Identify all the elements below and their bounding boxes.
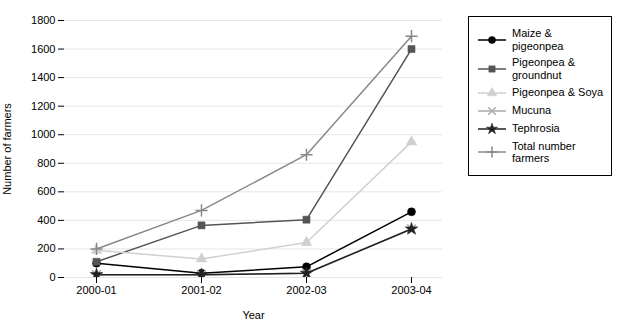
svg-text:1200: 1200 [31,100,55,112]
svg-text:Year: Year [242,309,265,321]
svg-text:0: 0 [49,271,55,283]
svg-text:400: 400 [37,214,55,226]
svg-text:2001-02: 2001-02 [181,284,221,296]
svg-text:200: 200 [37,242,55,254]
svg-text:600: 600 [37,185,55,197]
svg-text:1600: 1600 [31,43,55,55]
html-text:Pigeonpea & Soya: Pigeonpea & Soya [512,86,604,99]
html-text:Tephrosia: Tephrosia [512,122,560,135]
svg-text:1000: 1000 [31,128,55,140]
svg-text:800: 800 [37,157,55,169]
svg-text:2003-04: 2003-04 [391,284,431,296]
svg-text:2000-01: 2000-01 [76,284,116,296]
html-text:Total number farmers: Total number farmers [512,139,576,165]
svg-text:1400: 1400 [31,71,55,83]
svg-text:1800: 1800 [31,14,55,26]
svg-text:2002-03: 2002-03 [286,284,326,296]
html-text:Pigeonpea & groundnut: Pigeonpea & groundnut [512,56,575,81]
svg-text:Number of farmers: Number of farmers [1,103,13,195]
html-text:Maize & pigeonpea: Maize & pigeonpea [512,27,564,52]
html-text:Mucuna: Mucuna [512,104,552,117]
